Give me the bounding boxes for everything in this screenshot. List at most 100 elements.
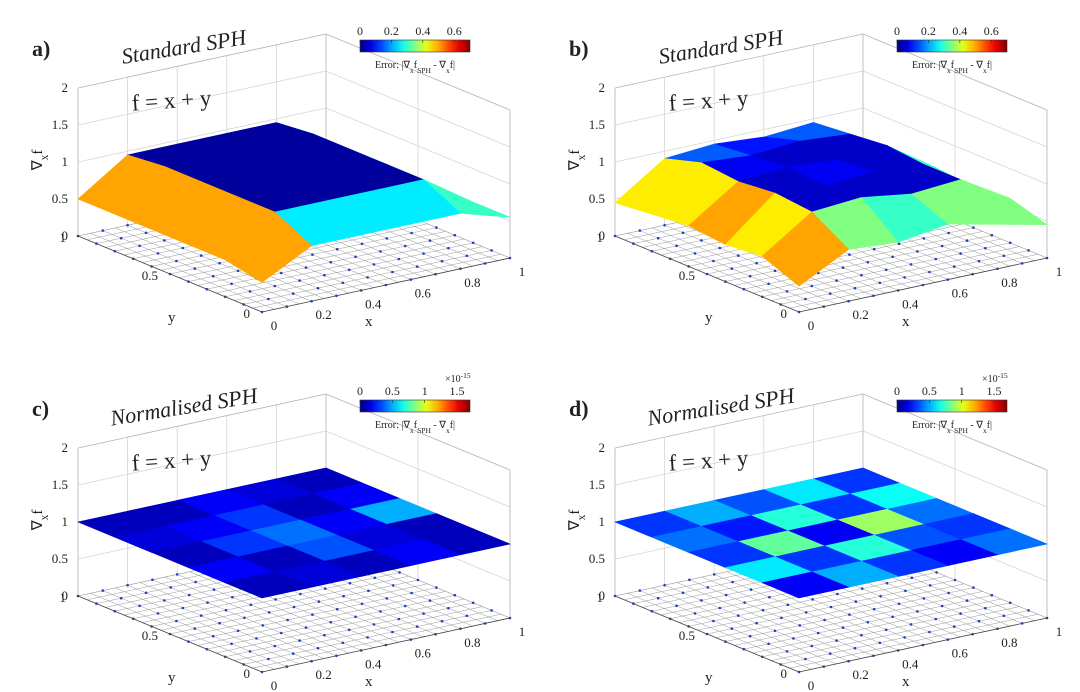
axis-line — [614, 393, 864, 449]
floor-dot — [897, 242, 901, 246]
z-tick-label: 2 — [599, 80, 606, 95]
colorbar-label-part: f| — [987, 420, 992, 431]
floor-dot — [829, 605, 833, 609]
floor-dot — [743, 601, 746, 604]
floor-dot — [354, 615, 357, 619]
floor-dot — [816, 631, 820, 635]
floor-dot — [853, 286, 857, 290]
colorbar-tick-label: 0.4 — [415, 24, 430, 38]
floor-dot — [181, 246, 185, 250]
floor-dot — [291, 292, 295, 295]
floor-dot — [792, 637, 795, 640]
z-axis-label-part: f — [30, 150, 46, 155]
floor-dot — [984, 606, 987, 610]
floor-dot — [212, 588, 216, 591]
floor-dot — [224, 608, 228, 612]
y-tick-label: 0 — [781, 666, 788, 681]
floor-dot — [187, 593, 191, 597]
floor-dot — [279, 271, 283, 275]
floor-dot — [922, 237, 926, 240]
colorbar-multiplier: ×10-15 — [982, 371, 1008, 386]
floor-dot — [156, 612, 160, 615]
floor-dot — [126, 583, 129, 587]
floor-dot — [335, 247, 339, 251]
floor-line — [697, 575, 946, 631]
floor-dot — [656, 596, 660, 600]
surface-cell — [224, 211, 313, 283]
colorbar-label-part: - ∇ — [968, 420, 983, 431]
floor-dot — [947, 591, 950, 595]
x-axis-label: x — [365, 314, 373, 330]
floor-dot — [169, 586, 173, 589]
colorbar-label-part: Error: |∇ — [375, 420, 410, 431]
floor-dot — [972, 226, 975, 229]
floor-dot — [274, 598, 277, 601]
floor-dot — [101, 229, 105, 232]
z-axis-label: ∇xf — [567, 150, 588, 172]
z-tick-label: 1.5 — [52, 117, 68, 132]
z-axis-label: ∇xf — [30, 510, 51, 532]
floor-dot — [959, 612, 962, 615]
y-tick-label: 0.5 — [142, 268, 158, 283]
floor-dot — [422, 252, 425, 255]
z-axis-label: ∇xf — [30, 150, 51, 172]
floor-dot — [311, 613, 314, 616]
floor-dot — [329, 620, 333, 624]
colorbar-label-part: SPH — [954, 426, 968, 435]
floor-dot — [403, 244, 407, 248]
floor-dot — [267, 657, 270, 661]
z-axis-label-part: x — [576, 514, 588, 520]
z-axis-label-part: x — [576, 154, 588, 160]
colorbar-label-part: x — [947, 426, 951, 435]
floor-dot — [947, 231, 950, 235]
floor-dot — [952, 265, 956, 268]
z-tick-label: 2 — [62, 80, 69, 95]
floor-dot — [379, 610, 382, 613]
floor-dot — [422, 612, 425, 615]
floor-dot — [317, 600, 321, 603]
floor-dot — [447, 246, 450, 250]
floor-dot — [785, 290, 789, 293]
z-tick-label: 1.5 — [589, 117, 605, 132]
z-tick-label: 0 — [599, 228, 606, 243]
floor-dot — [440, 259, 444, 263]
colorbar-label: Error: |∇xfSPH - ∇xf| — [912, 60, 992, 75]
z-tick-label: 1 — [599, 514, 606, 529]
floor-dot — [243, 616, 246, 620]
colorbar-label-part: x — [947, 66, 951, 75]
floor-dot — [693, 612, 697, 615]
axis-line — [325, 33, 511, 111]
colorbar-tick-label: 0.5 — [922, 384, 937, 398]
floor-dot — [860, 273, 863, 277]
z-axis-label-part: ∇ — [30, 159, 46, 171]
floor-dot — [231, 595, 234, 599]
floor-dot — [916, 250, 919, 253]
floor-dot — [836, 592, 839, 596]
floor-dot — [273, 284, 277, 288]
floor-dot — [144, 591, 148, 595]
floor-dot — [656, 236, 660, 240]
floor-dot — [841, 266, 845, 269]
floor-dot — [841, 626, 845, 629]
z-tick-label: 0.5 — [589, 551, 605, 566]
panel-title: Normalised SPH — [108, 382, 261, 430]
y-tick-label: 0.5 — [679, 268, 695, 283]
colorbar-label-part: x — [410, 66, 414, 75]
floor-dot — [786, 603, 790, 607]
colorbar-tick-label: 0 — [894, 24, 900, 38]
floor-dot — [891, 615, 894, 619]
colorbar-tick-label: 0 — [357, 24, 363, 38]
z-axis-label-part: x — [39, 154, 51, 160]
floor-dot — [348, 581, 352, 585]
x-tick-label: 0.6 — [952, 286, 969, 301]
colorbar-label-part: SPH — [954, 66, 968, 75]
colorbar-label-part: - ∇ — [431, 420, 446, 431]
axis-line — [798, 617, 1048, 673]
floor-dot — [316, 646, 320, 650]
floor-dot — [736, 614, 740, 617]
floor-dot — [398, 571, 401, 574]
colorbar-label-part: f — [414, 60, 418, 71]
z-tick-label: 1 — [62, 514, 69, 529]
floor-dot — [885, 581, 889, 585]
